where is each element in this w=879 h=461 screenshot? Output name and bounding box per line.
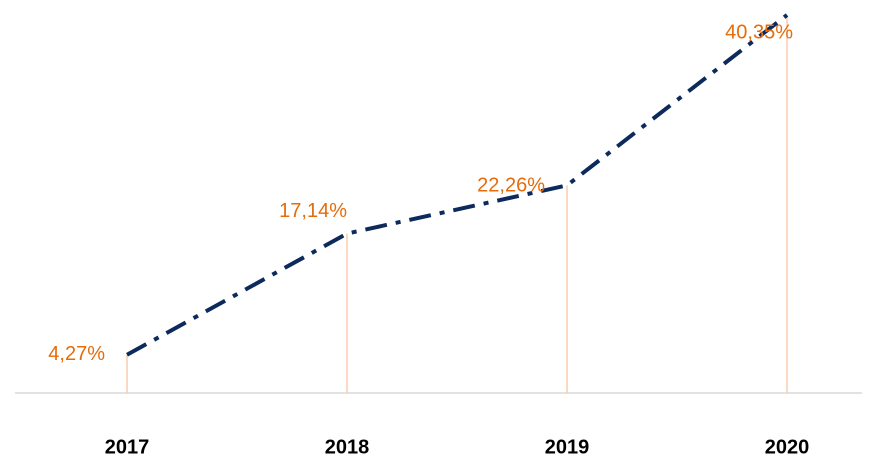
value-label: 40,35% bbox=[725, 21, 793, 43]
x-tick-label: 2018 bbox=[325, 436, 370, 458]
value-label: 17,14% bbox=[279, 200, 347, 222]
series-line bbox=[126, 13, 789, 357]
value-label: 22,26% bbox=[477, 175, 545, 197]
x-tick-label: 2020 bbox=[765, 436, 810, 458]
x-tick-label: 2019 bbox=[545, 436, 590, 458]
x-tick-label: 2017 bbox=[105, 436, 150, 458]
value-label: 4,27% bbox=[48, 343, 105, 365]
